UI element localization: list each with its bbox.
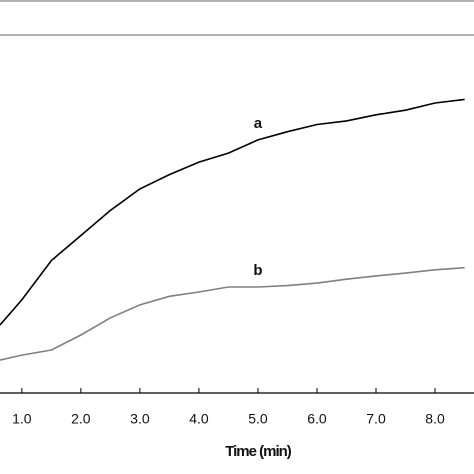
x-tick-label: 2.0 xyxy=(71,411,91,427)
series-line xyxy=(0,266,465,361)
series-line xyxy=(0,98,465,326)
x-tick-label: 5.0 xyxy=(248,411,268,427)
series-label: a xyxy=(254,115,263,132)
x-tick-label: 6.0 xyxy=(307,411,327,427)
x-tick-label: 8.0 xyxy=(425,411,445,427)
x-tick-label: 7.0 xyxy=(366,411,386,427)
x-axis-label: Time (min) xyxy=(225,443,292,460)
x-tick-label: 1.0 xyxy=(12,411,32,427)
x-tick-label: 4.0 xyxy=(189,411,209,427)
x-tick-label: 3.0 xyxy=(130,411,150,427)
series-label: b xyxy=(253,262,262,279)
